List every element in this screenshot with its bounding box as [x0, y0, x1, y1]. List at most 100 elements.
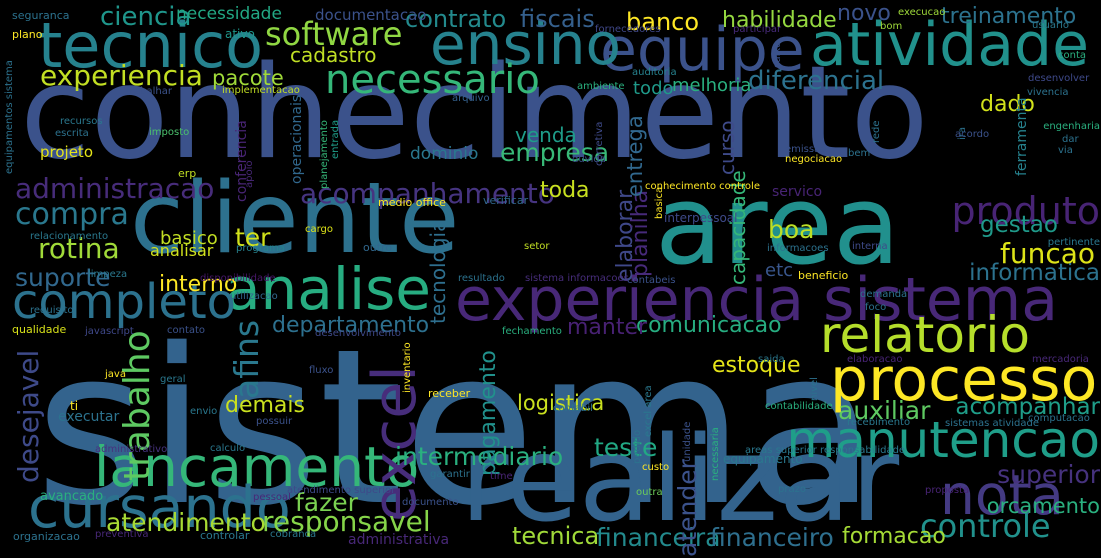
word-implementacao: implementacao — [222, 85, 300, 96]
word-possuir: possuir — [256, 416, 293, 427]
word-desenvolver: desenvolver — [1028, 73, 1090, 84]
word-outra: outra — [636, 487, 663, 498]
word-inventario: inventario — [402, 342, 413, 393]
word-excel-area: excel area — [643, 385, 654, 437]
word-teste: teste — [594, 433, 658, 462]
word-recursos: recursos — [60, 116, 103, 127]
word-contabeis: contabeis — [627, 275, 676, 286]
word-financeiro: financeiro — [710, 523, 834, 552]
word-atividade: atividade — [810, 10, 1089, 80]
word-dado: dado — [980, 92, 1035, 117]
word-banco: banco — [626, 8, 700, 36]
word-controle: controle — [920, 507, 1051, 545]
word-todo: todo — [633, 78, 674, 99]
word-auditoria: auditoria — [632, 67, 677, 78]
word-duvida: duvida — [572, 154, 606, 165]
word-equipamento: equipamento — [723, 452, 803, 466]
word-utilizacao: utilizacao — [230, 291, 278, 302]
word-boa: boa — [768, 215, 815, 244]
word-ativo: ativo — [225, 27, 255, 41]
word-operacionais: operacionais — [289, 94, 305, 184]
word-disponibilidade: disponibilidade — [200, 273, 276, 284]
word-planejamento: planejamento — [319, 120, 330, 189]
word-equipamentos-sistema: equipamentos sistema — [4, 60, 15, 174]
word-trabalho: trabalho — [117, 330, 158, 481]
word-arquivo: arquivo — [452, 93, 490, 104]
word-financeira: financeira — [596, 523, 721, 552]
word-desenvolvimento: desenvolvimento — [315, 328, 401, 339]
word-realizar: realizar — [460, 410, 900, 548]
word-contabil: contabil — [553, 403, 593, 414]
word-planilha: planilha — [628, 189, 653, 277]
word-areas-superior-responsabilidade: areas superior responsabilidade — [745, 445, 906, 456]
word-atendimento-superior: atendimento superior — [287, 485, 396, 496]
word-processo: processo — [830, 345, 1098, 415]
word-logistica: logistica — [517, 391, 605, 415]
word-geral: geral — [160, 374, 186, 385]
word-garantir: garantir — [430, 469, 470, 480]
word-foco: foco — [865, 302, 887, 313]
word-execucao: execucao — [898, 7, 946, 18]
word-sistema: sistema — [35, 302, 877, 553]
word-time: time — [490, 471, 513, 482]
word-negociacao: negociacao — [785, 154, 843, 165]
word-limpeza: limpeza — [88, 269, 128, 280]
word-gestao: gestao — [980, 212, 1058, 238]
word-conhecimento-controle: conhecimento controle — [645, 181, 760, 192]
word-atendimento: atendimento — [106, 508, 266, 537]
word-verificar: verificar — [483, 194, 529, 207]
word-ferramenta: ferramenta — [1014, 97, 1030, 176]
word-envio: envio — [190, 406, 218, 417]
word-documento: documento — [402, 497, 459, 508]
word-elaboracao: elaboracao — [847, 354, 903, 365]
word-contabilidade: contabilidade — [765, 401, 833, 412]
word-executar: executar — [58, 409, 120, 425]
word-preventiva: preventiva — [95, 529, 149, 540]
word-qualidade: qualidade — [12, 323, 67, 336]
word-suporte: suporte — [15, 263, 111, 292]
word-interpessoal: interpessoal — [664, 211, 738, 225]
word-nota: nota — [940, 463, 1064, 527]
word-nivel: nivel — [809, 377, 820, 401]
word-tecnico: tecnico — [38, 9, 264, 82]
word-informacoes: informacoes — [767, 243, 829, 254]
word-interna: interna — [852, 241, 888, 252]
word-cadastro: cadastro — [290, 43, 377, 67]
word-estoque: estoque — [712, 353, 801, 378]
word-usuario: usuario — [1032, 20, 1070, 31]
word-conta: conta — [1058, 50, 1087, 61]
word-bom: bom — [880, 21, 903, 32]
word-conhecimento: conhecimento — [20, 39, 929, 188]
word-seguranca: seguranca — [12, 9, 70, 22]
word-habilidade: habilidade — [722, 8, 837, 33]
word-lancamento: lancamento — [94, 435, 420, 499]
word-area: area — [655, 161, 901, 289]
word-comunicacao: comunicacao — [636, 313, 782, 338]
word-informatica: informatica — [969, 260, 1100, 286]
word-ciencia: ciencia — [100, 2, 192, 32]
word-bem: bem — [848, 148, 871, 159]
word-equipe: equipe — [600, 15, 805, 85]
word-sistema-informacoes: sistema informacoes — [525, 273, 629, 284]
word-mercadoria: mercadoria — [1032, 354, 1089, 365]
word-programa: programa — [236, 243, 285, 254]
word-beneficio: beneficio — [798, 269, 849, 282]
word-prazo: prazo — [778, 484, 806, 495]
word-sistemas-atividade: sistemas atividade — [945, 418, 1040, 429]
word-receber: receber — [428, 387, 471, 400]
word-administrativo: administrativo — [95, 444, 168, 455]
word-empresa: empresa — [500, 138, 610, 167]
word-java: java — [105, 369, 126, 380]
word-acompanhamento: acompanhamento — [300, 177, 555, 210]
word-unidade: unidade — [682, 421, 693, 462]
word-imposto: imposto — [149, 127, 190, 138]
word-cobranca: cobranca — [270, 529, 317, 540]
word-via: via — [1058, 145, 1073, 156]
word-acordo: acordo — [955, 129, 990, 140]
word-completo: completo — [12, 274, 237, 330]
word-relatorio: relatorio — [820, 306, 1030, 364]
word-ambiente: ambiente — [577, 81, 625, 92]
word-javascript: javascript — [85, 326, 134, 337]
word-projeto: projeto — [40, 143, 93, 161]
